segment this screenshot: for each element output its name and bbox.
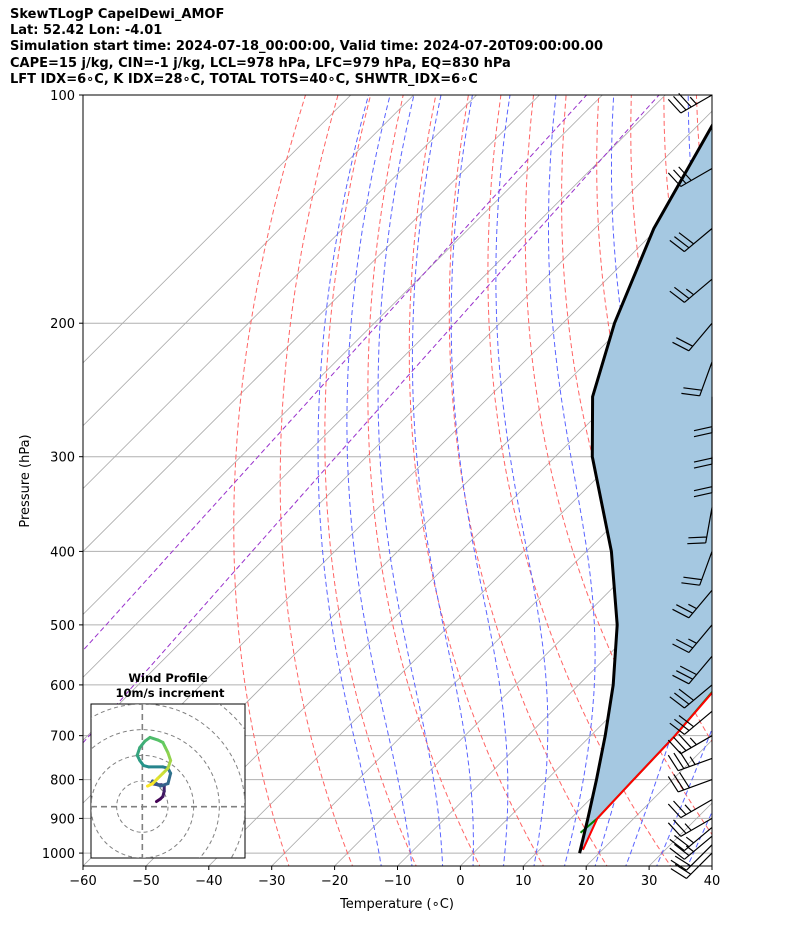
isotherm-line — [145, 299, 712, 866]
wind-barb — [687, 507, 713, 545]
dry-adiabat-line — [448, 95, 608, 866]
wind-barb — [667, 817, 713, 837]
params-line: CAPE=15 j/kg, CIN=-1 j/kg, LCL=978 hPa, … — [10, 56, 511, 71]
wind-barb — [667, 166, 713, 188]
y-tick-label: 700 — [50, 730, 75, 745]
wind-barb — [669, 228, 713, 253]
isotherm-line — [83, 95, 540, 553]
isotherm-line — [83, 95, 414, 427]
dry-adiabat-line — [408, 95, 544, 866]
isotherm-line — [460, 613, 712, 866]
dry-adiabat-line — [324, 95, 417, 866]
wind-barb — [672, 589, 713, 619]
location-line: Lat: 52.42 Lon: -4.01 — [10, 23, 163, 38]
wind-barb — [672, 322, 713, 352]
moist-adiabat-line — [495, 95, 549, 866]
moist-adiabat-line — [450, 95, 509, 866]
moist-adiabat-line — [346, 95, 413, 866]
x-tick-label: −10 — [384, 874, 411, 889]
moist-adiabat-line — [548, 95, 596, 866]
y-tick-label: 200 — [50, 317, 75, 332]
isotherm-line — [271, 425, 712, 866]
moist-adiabat-line — [411, 95, 474, 866]
isotherm-line — [83, 110, 712, 741]
wind-barb — [669, 835, 713, 860]
hodograph-subtitle: 10m/s increment — [116, 686, 225, 700]
wind-barb — [667, 733, 713, 755]
wind-barb — [669, 710, 713, 735]
indices-line: LFT IDX=6∘C, K IDX=28∘C, TOTAL TOTS=40∘C… — [10, 72, 478, 87]
x-tick-label: −20 — [321, 874, 348, 889]
mixing-ratio-line — [83, 95, 660, 744]
wind-barb — [669, 278, 713, 303]
isotherm-line — [334, 488, 712, 866]
wind-barb — [667, 771, 713, 793]
hodograph-segment — [146, 782, 155, 788]
parcel-profile-line — [578, 122, 712, 854]
y-axis-label: Pressure (hPa) — [18, 434, 33, 527]
y-tick-label: 500 — [50, 619, 75, 634]
x-tick-label: −30 — [258, 874, 285, 889]
isotherm-line — [83, 95, 477, 490]
dry-adiabat-line — [279, 95, 354, 866]
mixing-ratio-line — [83, 95, 587, 652]
y-tick-label: 600 — [50, 679, 75, 694]
x-tick-label: −50 — [132, 874, 159, 889]
isotherm-line — [208, 362, 712, 866]
x-tick-label: 30 — [641, 874, 658, 889]
moist-adiabat-line — [656, 727, 712, 866]
x-tick-label: 10 — [515, 874, 532, 889]
wind-barb — [667, 92, 713, 114]
wind-barb — [669, 826, 713, 852]
y-tick-label: 1000 — [42, 847, 75, 862]
chart-title: SkewTLogP CapelDewi_AMOF — [10, 7, 225, 22]
moist-adiabat-line — [687, 810, 712, 866]
moist-adiabat-line — [317, 95, 382, 866]
wind-barb — [672, 624, 713, 654]
wind-barb — [681, 551, 713, 586]
y-tick-label: 400 — [50, 545, 75, 560]
cape-area — [580, 125, 712, 850]
dry-adiabat-line — [524, 95, 712, 836]
isotherm-line — [83, 95, 603, 615]
dry-adiabat-line — [729, 95, 794, 869]
hodograph-title: Wind Profile — [128, 671, 208, 685]
dry-adiabat-line — [367, 95, 481, 866]
wind-barb — [669, 684, 713, 709]
x-tick-label: 0 — [456, 874, 464, 889]
isotherm-line — [711, 865, 712, 866]
isotherm-line — [83, 95, 666, 678]
x-tick-label: 20 — [578, 874, 595, 889]
wind-barb — [681, 361, 713, 397]
x-tick-label: 40 — [704, 874, 721, 889]
x-tick-label: −40 — [195, 874, 222, 889]
wind-barb — [667, 799, 713, 819]
isotherm-line — [83, 95, 352, 364]
dry-adiabat-line — [233, 95, 306, 866]
moist-adiabat-line — [377, 95, 444, 866]
isotherm-line — [397, 550, 712, 866]
y-tick-label: 300 — [50, 451, 75, 466]
dry-adiabat-line — [487, 95, 672, 866]
hodograph-segment — [166, 771, 173, 786]
x-tick-label: −60 — [69, 874, 96, 889]
wind-barb — [667, 750, 713, 772]
times-line: Simulation start time: 2024-07-18_00:00:… — [10, 39, 603, 54]
wind-barb — [672, 655, 713, 685]
hodograph-ring — [91, 729, 220, 858]
surface-parcel-segment — [578, 845, 584, 854]
y-tick-label: 800 — [50, 774, 75, 789]
x-axis-label: Temperature (∘C) — [339, 897, 454, 912]
y-tick-label: 900 — [50, 812, 75, 827]
y-tick-label: 100 — [50, 89, 75, 104]
